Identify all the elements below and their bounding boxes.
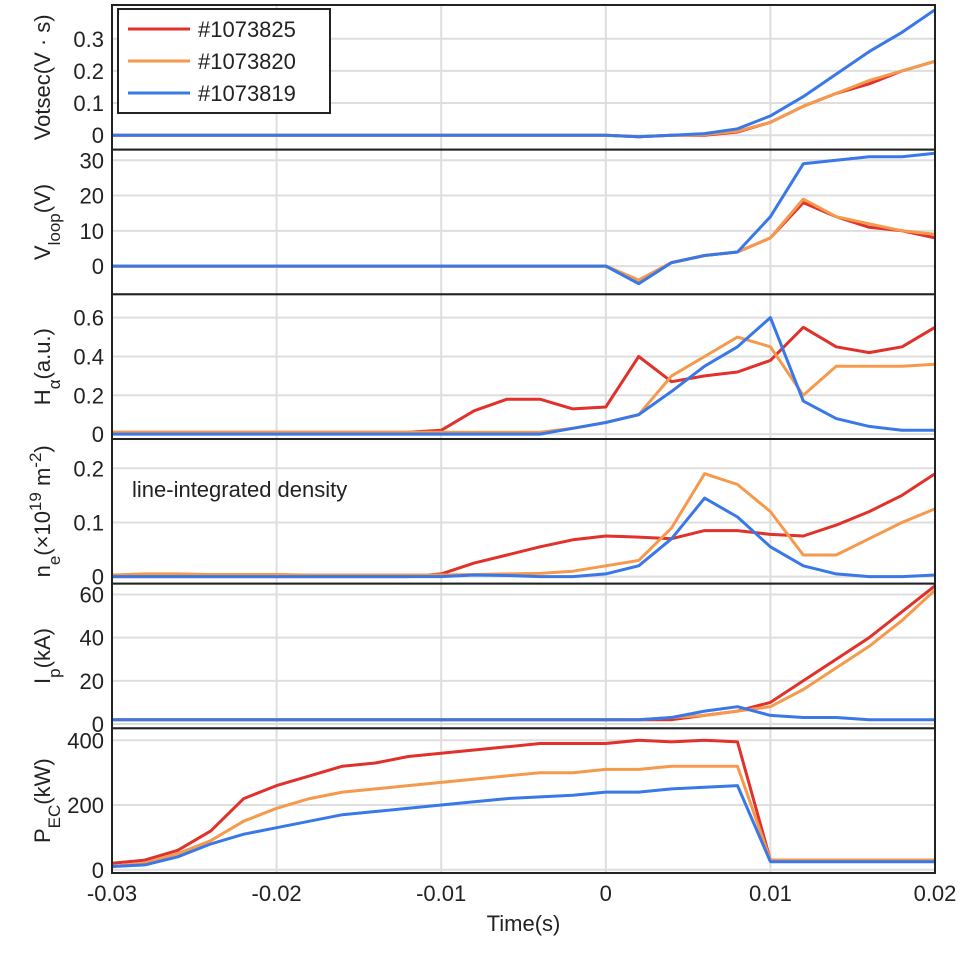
plot-area: [112, 583, 935, 729]
y-axis-label-part: I: [30, 678, 55, 684]
y-tick-label: 0: [92, 565, 104, 590]
y-tick-label: 30: [80, 148, 104, 173]
y-tick-label: 0: [92, 123, 104, 148]
data-line: [111, 764, 935, 868]
data-line: [112, 151, 936, 286]
y-axis-label-part: 19: [26, 492, 45, 511]
y-axis-label-part: -2: [26, 453, 45, 468]
legend-label: #1073820: [198, 49, 296, 74]
y-axis-label-part: P: [30, 828, 55, 843]
data-line: [111, 784, 935, 868]
y-tick-label: 0: [92, 712, 104, 737]
y-axis-label-part: α: [45, 379, 64, 389]
y-tick-label: 20: [80, 184, 104, 209]
y-tick-label: 0: [92, 254, 104, 279]
y-tick-label: 0: [92, 858, 104, 883]
y-axis-label-part: loop: [45, 213, 64, 245]
x-tick-label: 0.02: [914, 881, 957, 906]
y-axis-label: ne(×1019 m-2): [26, 445, 64, 577]
y-axis-label: Ip(kA): [30, 628, 64, 684]
y-tick-label: 0.2: [73, 383, 104, 408]
y-tick-label: 200: [67, 793, 104, 818]
y-axis-label-part: n: [30, 565, 55, 577]
legend-label: #1073819: [198, 81, 296, 106]
y-tick-label: 60: [80, 582, 104, 607]
y-tick-label: 0.4: [73, 344, 104, 369]
plot-area: [112, 439, 935, 584]
y-tick-label: 10: [80, 219, 104, 244]
y-axis-label-part: Votsec(V · s): [30, 14, 55, 140]
plot-area: [112, 294, 935, 439]
y-axis-label-part: m: [30, 468, 55, 492]
y-tick-label: 0.6: [73, 306, 104, 331]
y-axis-label-part: (kW): [30, 758, 55, 804]
y-tick-label: 0: [92, 422, 104, 447]
x-tick-label: 0: [600, 881, 612, 906]
y-axis-label: Votsec(V · s): [30, 14, 55, 140]
annotation: line-integrated density: [132, 477, 347, 502]
x-axis-label: Time(s): [487, 911, 561, 936]
x-tick-label: -0.03: [87, 881, 137, 906]
data-line: [112, 316, 935, 436]
y-axis-label-part: e: [45, 556, 64, 565]
y-axis-label-part: (×10: [30, 511, 55, 556]
axes-box: [111, 727, 936, 874]
plot-area: [112, 728, 935, 873]
y-axis-label: Hα(a.u.): [30, 328, 64, 405]
y-axis-label-part: (V): [30, 184, 55, 213]
legend-label: #1073825: [198, 17, 296, 42]
y-axis-label-part: ): [30, 445, 55, 452]
y-tick-label: 0.1: [73, 510, 104, 535]
data-line: [111, 472, 936, 577]
x-tick-label: -0.02: [252, 881, 302, 906]
y-tick-label: 0.2: [73, 59, 104, 84]
y-axis-label-part: (kA): [30, 628, 55, 668]
data-line: [112, 705, 935, 722]
y-tick-label: 0.1: [73, 91, 104, 116]
y-axis-label-part: EC: [45, 805, 64, 829]
data-line: [112, 8, 936, 139]
y-tick-label: 400: [67, 728, 104, 753]
y-axis-label-part: V: [30, 245, 55, 260]
y-tick-label: 0.3: [73, 27, 104, 52]
data-line: [112, 496, 936, 579]
y-tick-label: 40: [80, 626, 104, 651]
x-tick-label: -0.01: [416, 881, 466, 906]
y-axis-label: PEC(kW): [30, 758, 64, 843]
y-tick-label: 0.2: [73, 456, 104, 481]
y-axis-label-part: p: [45, 668, 64, 677]
y-axis-label-part: (a.u.): [30, 328, 55, 379]
y-axis-label-part: H: [30, 389, 55, 405]
y-axis-label: Vloop(V): [30, 184, 64, 260]
y-tick-label: 20: [80, 669, 104, 694]
plot-area: [112, 149, 935, 295]
x-tick-label: 0.01: [749, 881, 792, 906]
